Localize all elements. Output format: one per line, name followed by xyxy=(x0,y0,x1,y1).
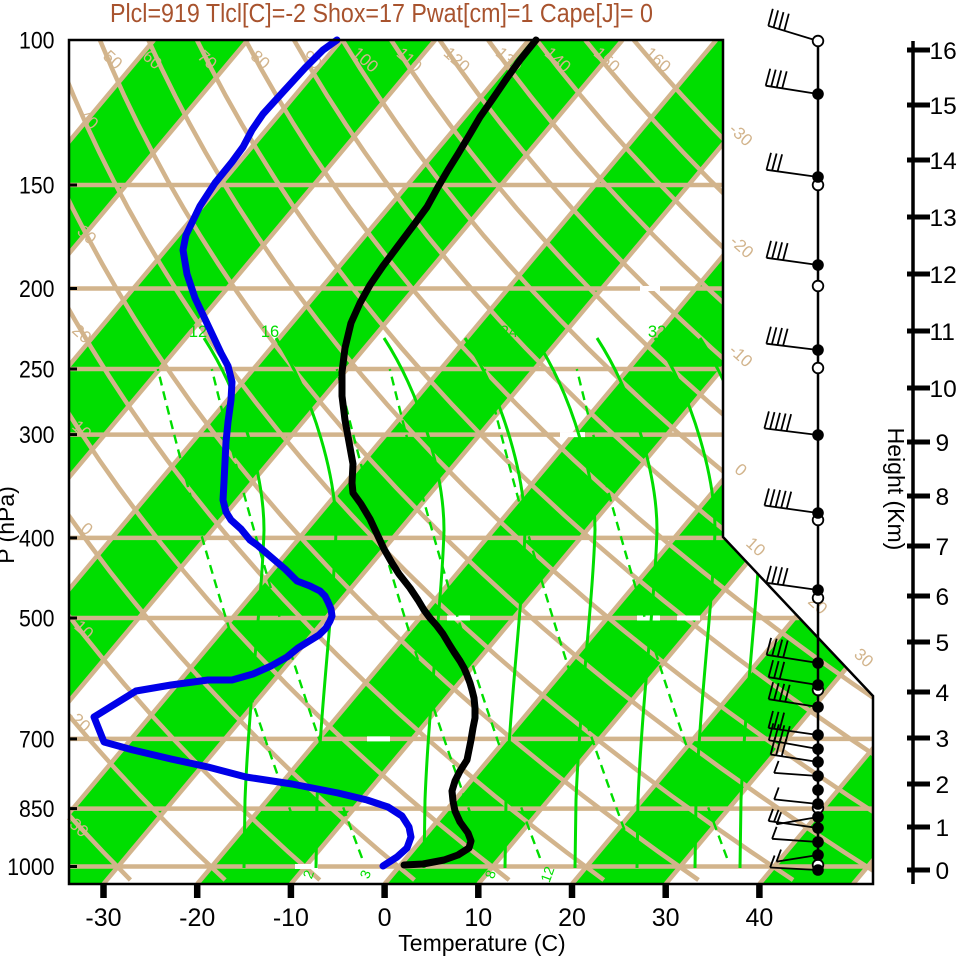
svg-text:6: 6 xyxy=(936,584,950,611)
svg-text:15: 15 xyxy=(930,93,957,120)
svg-text:5: 5 xyxy=(936,630,950,657)
svg-text:12: 12 xyxy=(930,262,957,289)
svg-text:-20: -20 xyxy=(179,904,215,932)
svg-text:12: 12 xyxy=(537,864,557,884)
svg-text:24: 24 xyxy=(500,323,518,341)
svg-text:-10: -10 xyxy=(273,904,309,932)
svg-text:16: 16 xyxy=(261,323,279,341)
svg-text:2: 2 xyxy=(936,772,950,799)
svg-text:-30: -30 xyxy=(85,904,121,932)
svg-text:250: 250 xyxy=(19,357,55,384)
svg-text:100: 100 xyxy=(19,28,55,55)
svg-text:1: 1 xyxy=(936,815,950,842)
svg-text:14: 14 xyxy=(930,148,957,175)
svg-text:4: 4 xyxy=(936,680,950,707)
svg-text:30: 30 xyxy=(652,904,680,932)
svg-text:700: 700 xyxy=(19,727,55,754)
svg-text:7: 7 xyxy=(936,534,950,561)
svg-text:850: 850 xyxy=(19,796,55,823)
svg-text:0: 0 xyxy=(936,858,950,885)
svg-text:40: 40 xyxy=(745,904,773,932)
svg-text:400: 400 xyxy=(19,526,55,553)
svg-text:Height (Km): Height (Km) xyxy=(883,428,909,551)
svg-text:12: 12 xyxy=(189,323,207,341)
svg-text:300: 300 xyxy=(19,422,55,449)
svg-text:32: 32 xyxy=(648,323,666,341)
svg-text:10: 10 xyxy=(930,376,957,403)
svg-text:Plcl=919 Tlcl[C]=-2 Shox=17 Pw: Plcl=919 Tlcl[C]=-2 Shox=17 Pwat[cm]=1 C… xyxy=(110,0,653,28)
svg-text:10: 10 xyxy=(464,904,492,932)
svg-text:1000: 1000 xyxy=(7,854,54,881)
svg-text:3: 3 xyxy=(936,726,950,753)
svg-text:200: 200 xyxy=(19,276,55,303)
svg-text:16: 16 xyxy=(930,38,957,65)
svg-text:8: 8 xyxy=(936,484,950,511)
svg-text:500: 500 xyxy=(19,606,55,633)
svg-text:150: 150 xyxy=(19,173,55,200)
svg-text:Temperature (C): Temperature (C) xyxy=(398,930,565,956)
svg-text:20: 20 xyxy=(558,904,586,932)
svg-text:0: 0 xyxy=(378,904,392,932)
svg-text:13: 13 xyxy=(930,205,957,232)
svg-text:P (hPa): P (hPa) xyxy=(0,486,19,564)
svg-text:9: 9 xyxy=(936,430,950,457)
svg-text:11: 11 xyxy=(930,319,955,346)
